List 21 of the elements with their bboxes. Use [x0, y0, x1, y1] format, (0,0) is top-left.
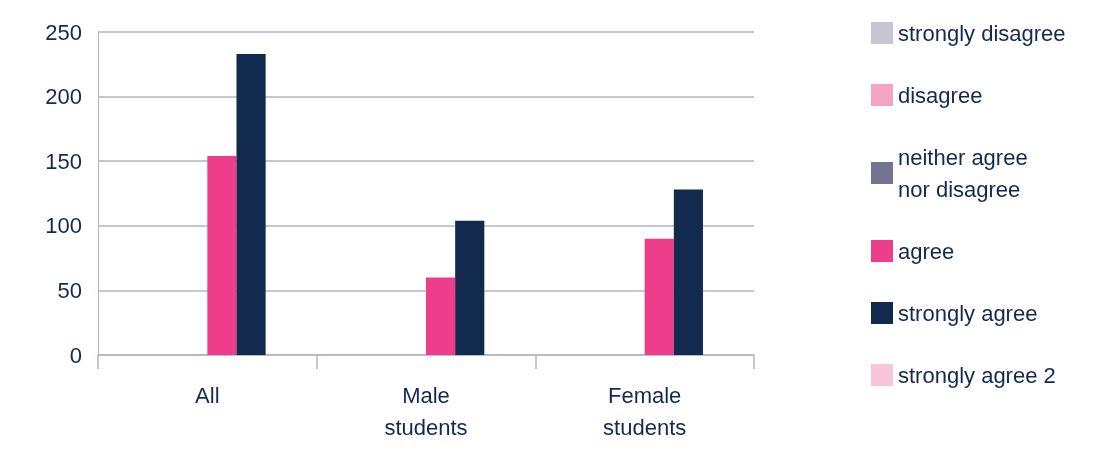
bar [673, 189, 703, 355]
bar [426, 277, 456, 355]
y-tick-label: 100 [45, 213, 82, 239]
bar [644, 238, 674, 355]
y-tick-label: 0 [69, 342, 82, 368]
legend-label: strongly disagree [898, 20, 1066, 46]
legend-label: agree [898, 238, 955, 264]
y-tick-label: 50 [57, 277, 82, 303]
y-tick-label: 250 [45, 19, 82, 45]
bar [236, 53, 266, 355]
bar [207, 156, 237, 355]
legend-label: strongly agree 2 [898, 362, 1056, 388]
y-tick-label: 200 [45, 84, 82, 110]
x-tick-label: Male students [384, 382, 468, 440]
x-tick-label: Female students [603, 382, 687, 440]
legend-label: disagree [898, 82, 983, 108]
legend-label: strongly agree [898, 300, 1038, 326]
legend-label: neither agree nor disagree [898, 144, 1028, 202]
x-tick-label: All [195, 382, 220, 408]
bar [455, 220, 485, 355]
y-tick-label: 150 [45, 148, 82, 174]
